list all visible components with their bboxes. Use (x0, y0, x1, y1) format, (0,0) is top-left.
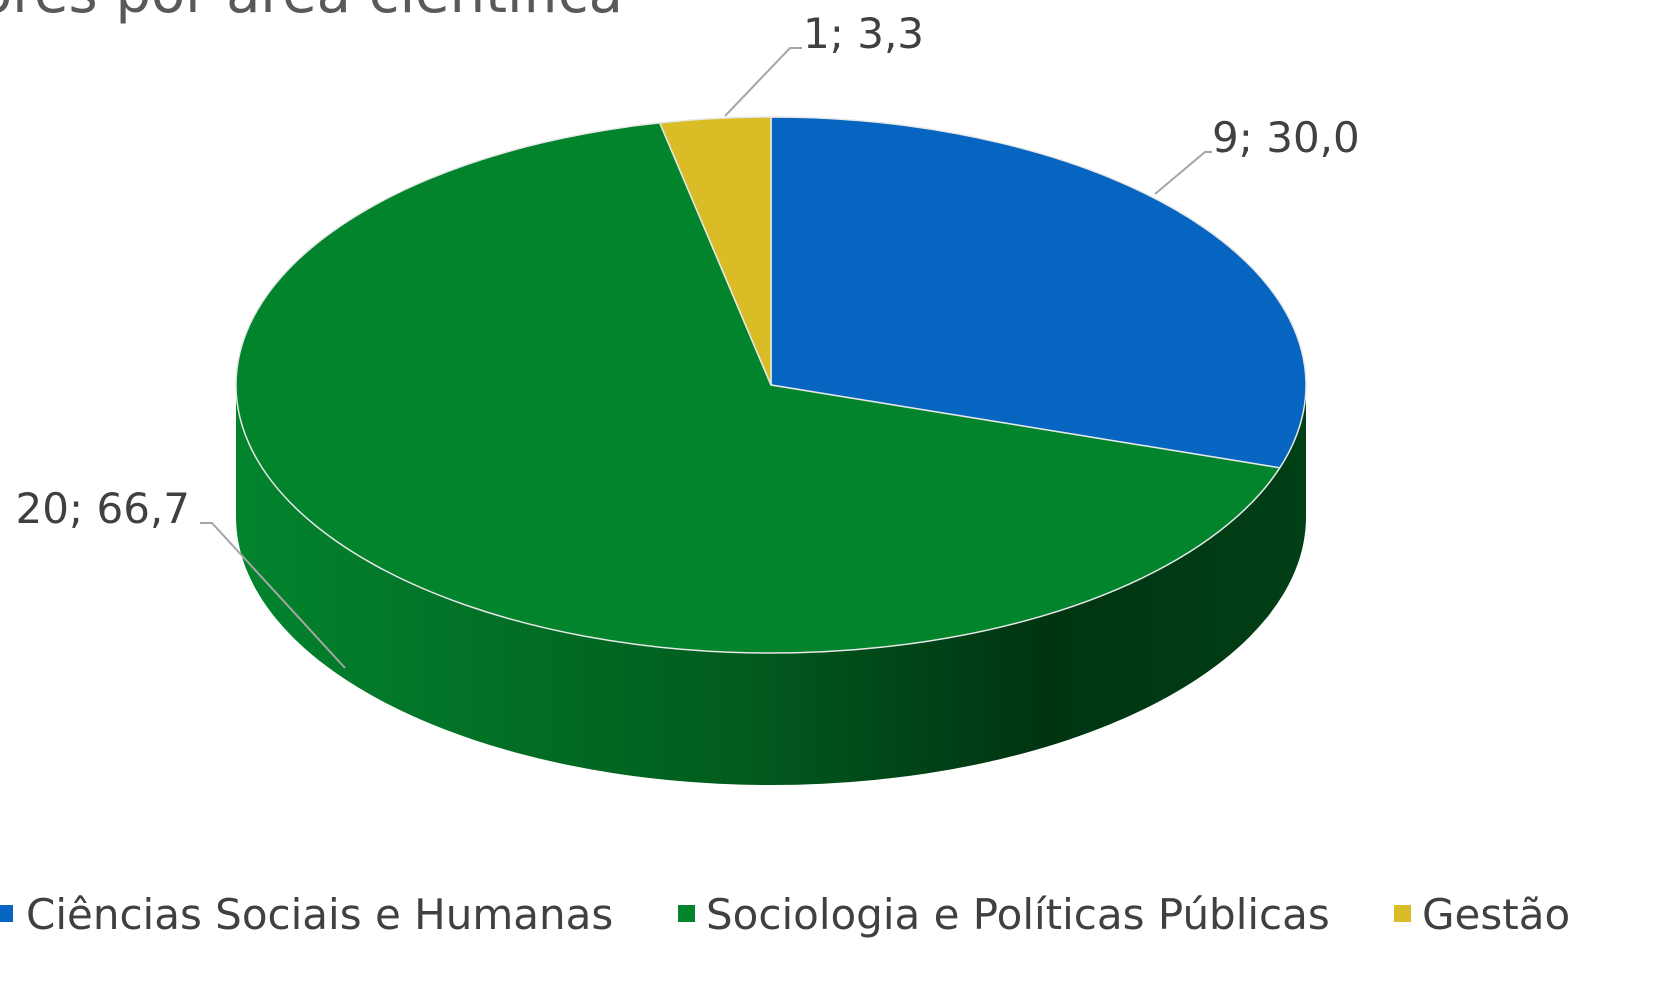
leader-line-gestao (724, 47, 802, 117)
legend-label-ciencias: Ciências Sociais e Humanas (26, 890, 613, 939)
pie-side-wall-face (236, 385, 1306, 785)
pie-slice-sociologia (235, 122, 1281, 654)
leader-line-sociologia (200, 522, 346, 669)
pie-slices (235, 116, 1307, 654)
legend-label-gestao: Gestão (1422, 890, 1570, 939)
data-labels: 1; 3,3 9; 30,0 20; 66,7 (16, 9, 1360, 669)
pie-slice-gestao (659, 116, 772, 386)
legend-item-sociologia: Sociologia e Políticas Públicas (678, 890, 1330, 939)
legend: Ciências Sociais e Humanas Sociologia e … (0, 890, 1570, 939)
data-label-ciencias: 9; 30,0 (1212, 113, 1360, 162)
leader-line-ciencias (1154, 151, 1212, 195)
legend-label-sociologia: Sociologia e Políticas Públicas (706, 890, 1330, 939)
legend-swatch-sociologia (678, 905, 695, 922)
chart-title: ores por área científica (0, 0, 623, 26)
legend-swatch-gestao (1394, 905, 1411, 922)
data-label-gestao: 1; 3,3 (803, 9, 924, 58)
pie-side-wall (236, 385, 1306, 785)
data-label-sociologia: 20; 66,7 (16, 484, 190, 533)
legend-item-gestao: Gestão (1394, 890, 1570, 939)
legend-swatch-ciencias (0, 905, 13, 922)
legend-item-ciencias: Ciências Sociais e Humanas (0, 890, 613, 939)
pie-slice-ciencias (770, 116, 1307, 469)
